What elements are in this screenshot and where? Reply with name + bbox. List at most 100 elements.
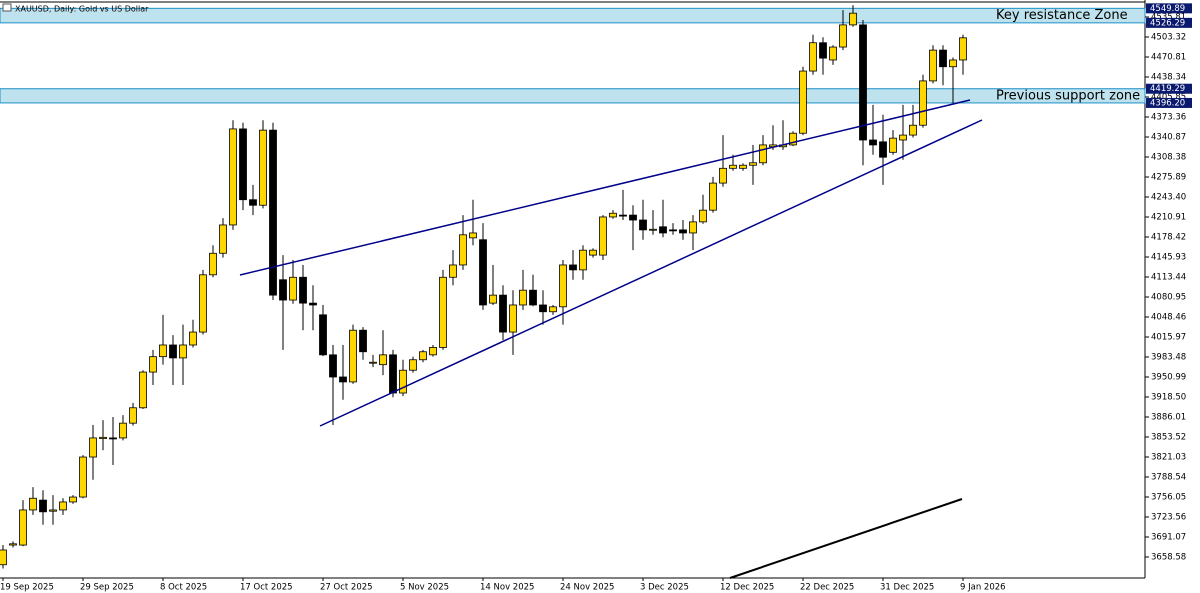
candle-body — [839, 24, 847, 48]
candle-body — [959, 37, 967, 61]
y-tick-label: 4275.89 — [1151, 172, 1186, 182]
candle-body — [709, 182, 717, 211]
candle-body — [259, 129, 267, 206]
candle-body — [609, 212, 617, 218]
candle-body — [899, 134, 907, 141]
candle-body — [99, 436, 107, 439]
price-label: 4419.29 — [1150, 84, 1185, 94]
y-tick-label: 3950.99 — [1151, 373, 1186, 383]
candle-body — [299, 276, 307, 304]
candle-body — [19, 509, 27, 546]
y-tick-label: 4015.97 — [1151, 333, 1186, 343]
candle-body — [319, 314, 327, 356]
y-tick-label: 3918.50 — [1151, 393, 1186, 403]
candle-body — [799, 70, 807, 134]
candle-body — [109, 437, 117, 440]
candle-body — [529, 289, 537, 306]
candle-body — [509, 304, 517, 333]
price-label: 4526.29 — [1150, 18, 1185, 28]
candle-body — [449, 264, 457, 278]
y-tick-label: 3658.58 — [1151, 553, 1186, 563]
candle-body — [229, 128, 237, 226]
price-label-box — [1146, 97, 1192, 108]
y-tick-label: 4373.36 — [1151, 112, 1186, 122]
candle-body — [659, 226, 667, 234]
candle-body — [669, 229, 677, 232]
price-axis: 4535.81 4503.32 4470.81 4438.34 4405.85 4373.… — [0, 12, 1186, 592]
y-tick-label: 3756.05 — [1151, 493, 1186, 503]
candle-body — [879, 141, 887, 158]
candle-body — [419, 351, 427, 361]
candle-body — [569, 264, 577, 271]
candle-body — [489, 294, 497, 304]
candle-body — [79, 456, 87, 498]
candle-body — [179, 344, 187, 359]
candle-body — [189, 331, 197, 346]
y-tick-label: 4145.93 — [1151, 252, 1186, 262]
candle-body — [929, 49, 937, 82]
symbol-icon — [2, 3, 12, 12]
candle-body — [629, 214, 637, 221]
candle-body — [939, 49, 947, 68]
candle-body — [9, 543, 17, 546]
price-label-box — [1146, 3, 1192, 14]
candle-body — [29, 497, 37, 511]
x-tick-label: 5 Nov 2025 — [400, 583, 449, 593]
x-tick-label: 19 Sep 2025 — [0, 583, 54, 593]
candle-body — [819, 42, 827, 59]
candle-body — [639, 219, 647, 231]
candle-body — [359, 329, 367, 353]
candle-body — [169, 344, 177, 359]
candle-body — [649, 228, 657, 231]
candle-body — [539, 304, 547, 313]
candle-body — [49, 509, 57, 512]
candle-body — [479, 239, 487, 306]
candle-body — [129, 407, 137, 424]
y-tick-label: 3886.01 — [1151, 413, 1186, 423]
y-tick-label: 3788.54 — [1151, 473, 1186, 483]
price-label: 4549.89 — [1150, 4, 1185, 14]
candle-body — [39, 499, 47, 513]
candle-body — [329, 354, 337, 378]
y-tick-label: 4210.91 — [1151, 212, 1186, 222]
y-tick-label: 4535.81 — [1151, 12, 1186, 22]
candle-body — [219, 224, 227, 254]
candle-body — [339, 376, 347, 383]
candle-body — [389, 354, 397, 394]
x-tick-label: 17 Oct 2025 — [240, 583, 293, 593]
y-tick-label: 4113.44 — [1151, 273, 1186, 283]
candle-body — [209, 252, 217, 276]
candle-body — [499, 294, 507, 333]
candle-body — [909, 124, 917, 136]
candle-body — [59, 501, 67, 511]
candle-body — [829, 46, 837, 61]
y-tick-label: 4405.85 — [1151, 92, 1186, 102]
candle-body — [459, 234, 467, 266]
price-label-box — [1146, 17, 1192, 28]
candle-body — [119, 422, 127, 439]
candles — [0, 5, 967, 569]
candle-body — [429, 347, 437, 356]
y-tick-label: 4470.81 — [1151, 53, 1186, 63]
candle-body — [139, 371, 147, 409]
candle-body — [859, 24, 867, 141]
candle-body — [0, 549, 7, 566]
candle-body — [919, 80, 927, 126]
x-tick-label: 14 Nov 2025 — [480, 583, 534, 593]
candle-body — [789, 132, 797, 146]
lower-trendline — [319, 119, 983, 427]
x-tick-label: 29 Sep 2025 — [80, 583, 134, 593]
y-tick-label: 4340.87 — [1151, 132, 1186, 142]
x-tick-label: 12 Dec 2025 — [720, 583, 774, 593]
candle-body — [549, 306, 557, 313]
candle-body — [159, 344, 167, 358]
x-tick-label: 3 Dec 2025 — [640, 583, 689, 593]
y-tick-label: 4048.46 — [1151, 313, 1186, 323]
candle-body — [369, 361, 377, 364]
x-tick-label: 31 Dec 2025 — [880, 583, 934, 593]
y-tick-label: 4438.34 — [1151, 72, 1186, 82]
candle-body — [739, 164, 747, 169]
y-tick-label: 3691.07 — [1151, 533, 1186, 543]
zone — [0, 88, 1146, 104]
